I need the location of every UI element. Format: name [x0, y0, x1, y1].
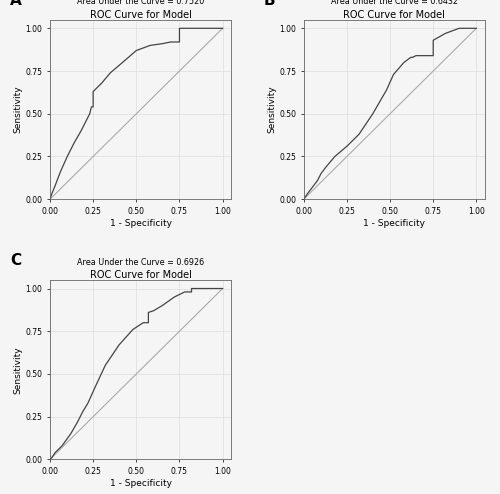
Title: ROC Curve for Model: ROC Curve for Model [344, 10, 446, 20]
X-axis label: 1 - Specificity: 1 - Specificity [110, 479, 172, 488]
Y-axis label: Sensitivity: Sensitivity [14, 85, 22, 133]
X-axis label: 1 - Specificity: 1 - Specificity [110, 219, 172, 228]
Text: A: A [10, 0, 22, 8]
Title: ROC Curve for Model: ROC Curve for Model [90, 10, 192, 20]
Text: Area Under the Curve = 0.6432: Area Under the Curve = 0.6432 [331, 0, 458, 6]
Text: Area Under the Curve = 0.6926: Area Under the Curve = 0.6926 [77, 257, 204, 266]
X-axis label: 1 - Specificity: 1 - Specificity [364, 219, 426, 228]
Text: C: C [10, 253, 21, 268]
Y-axis label: Sensitivity: Sensitivity [268, 85, 276, 133]
Text: B: B [264, 0, 276, 8]
Y-axis label: Sensitivity: Sensitivity [14, 346, 22, 394]
Title: ROC Curve for Model: ROC Curve for Model [90, 270, 192, 280]
Text: Area Under the Curve = 0.7520: Area Under the Curve = 0.7520 [77, 0, 204, 6]
